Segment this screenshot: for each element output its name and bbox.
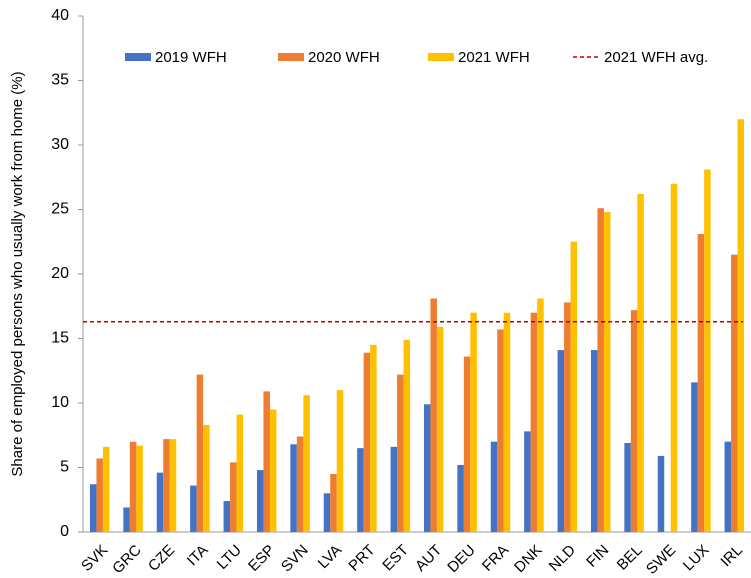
y-tick-label: 30 bbox=[51, 136, 69, 153]
bar bbox=[597, 208, 604, 532]
bar bbox=[397, 374, 404, 532]
bar bbox=[156, 472, 164, 532]
bar bbox=[497, 329, 504, 532]
bar bbox=[190, 485, 197, 532]
bar bbox=[463, 356, 471, 532]
x-tick-label: DNK bbox=[511, 542, 545, 576]
bar bbox=[269, 409, 277, 532]
bar bbox=[89, 484, 97, 532]
bar bbox=[557, 350, 565, 532]
bar bbox=[731, 254, 738, 532]
bar bbox=[129, 441, 137, 532]
bar bbox=[163, 439, 170, 532]
bar bbox=[263, 391, 270, 532]
bar bbox=[203, 424, 210, 532]
bar bbox=[724, 441, 732, 532]
bar bbox=[290, 444, 297, 532]
bar bbox=[570, 241, 578, 532]
legend-label: 2019 WFH bbox=[155, 49, 227, 66]
bar bbox=[230, 462, 237, 532]
bar bbox=[123, 507, 130, 532]
x-tick-label: DEU bbox=[444, 542, 478, 576]
y-tick-label: 5 bbox=[60, 459, 69, 476]
bar bbox=[691, 382, 698, 532]
y-axis-label: Share of employed persons who usually wo… bbox=[9, 71, 26, 476]
x-tick-label: FIN bbox=[583, 542, 612, 571]
bar bbox=[564, 302, 571, 532]
bar bbox=[357, 448, 364, 532]
bar bbox=[657, 455, 665, 532]
x-tick-label: ITA bbox=[184, 542, 212, 570]
legend-label: 2021 WFH bbox=[458, 49, 530, 66]
x-tick-label: LTU bbox=[214, 542, 245, 573]
bar bbox=[470, 312, 477, 532]
bar bbox=[336, 390, 344, 532]
bar bbox=[102, 446, 110, 532]
bar bbox=[530, 312, 538, 532]
bar bbox=[430, 298, 437, 532]
bar bbox=[363, 352, 371, 532]
bar bbox=[256, 470, 264, 532]
bar bbox=[457, 464, 464, 532]
bar bbox=[390, 446, 398, 532]
bar bbox=[436, 326, 444, 532]
bar bbox=[96, 458, 103, 532]
bar bbox=[236, 414, 244, 532]
legend-swatch bbox=[278, 53, 304, 61]
bar bbox=[370, 344, 377, 532]
bar bbox=[670, 183, 678, 532]
y-tick-label: 15 bbox=[51, 330, 69, 347]
bar bbox=[403, 339, 411, 532]
bar bbox=[296, 436, 304, 532]
x-tick-label: SWE bbox=[643, 542, 679, 578]
legend-swatch bbox=[125, 53, 151, 61]
bar bbox=[590, 350, 598, 532]
y-tick-label: 10 bbox=[51, 394, 69, 411]
bar bbox=[223, 501, 231, 532]
bar bbox=[603, 212, 611, 532]
bar bbox=[697, 234, 705, 532]
bar bbox=[704, 169, 711, 532]
bar bbox=[630, 310, 638, 532]
y-tick-label: 0 bbox=[60, 523, 69, 540]
legend-label: 2020 WFH bbox=[308, 49, 380, 66]
y-tick-label: 35 bbox=[51, 72, 69, 89]
x-tick-label: CZE bbox=[145, 542, 178, 575]
x-tick-label: FRA bbox=[479, 542, 512, 575]
bar bbox=[637, 194, 644, 532]
legend-label: 2021 WFH avg. bbox=[604, 49, 708, 66]
x-tick-label: SVN bbox=[278, 542, 312, 576]
bar bbox=[323, 493, 331, 532]
bar bbox=[330, 473, 337, 532]
bar bbox=[136, 445, 143, 532]
x-tick-label: NLD bbox=[546, 542, 579, 575]
bar bbox=[524, 431, 531, 532]
x-tick-label: ESP bbox=[245, 542, 278, 575]
x-tick-label: AUT bbox=[412, 542, 445, 575]
x-tick-label: BEL bbox=[614, 542, 646, 574]
x-tick-label: PRT bbox=[345, 542, 378, 575]
legend-swatch bbox=[428, 53, 454, 61]
bar bbox=[303, 395, 310, 532]
bar bbox=[423, 404, 431, 532]
y-tick-label: 25 bbox=[51, 201, 69, 218]
bar bbox=[624, 442, 631, 532]
y-tick-label: 20 bbox=[51, 265, 69, 282]
x-tick-label: IRL bbox=[717, 542, 746, 571]
bar bbox=[196, 374, 204, 532]
x-tick-label: GRC bbox=[109, 542, 145, 578]
x-tick-label: LUX bbox=[680, 542, 713, 575]
x-tick-label: EST bbox=[379, 542, 412, 575]
bar bbox=[537, 298, 544, 532]
bar bbox=[737, 119, 745, 532]
y-tick-label: 40 bbox=[51, 7, 69, 24]
bar bbox=[503, 312, 511, 532]
bar bbox=[169, 439, 177, 532]
bar bbox=[490, 441, 498, 532]
x-tick-label: LVA bbox=[315, 542, 346, 573]
x-tick-label: SVK bbox=[78, 542, 111, 575]
